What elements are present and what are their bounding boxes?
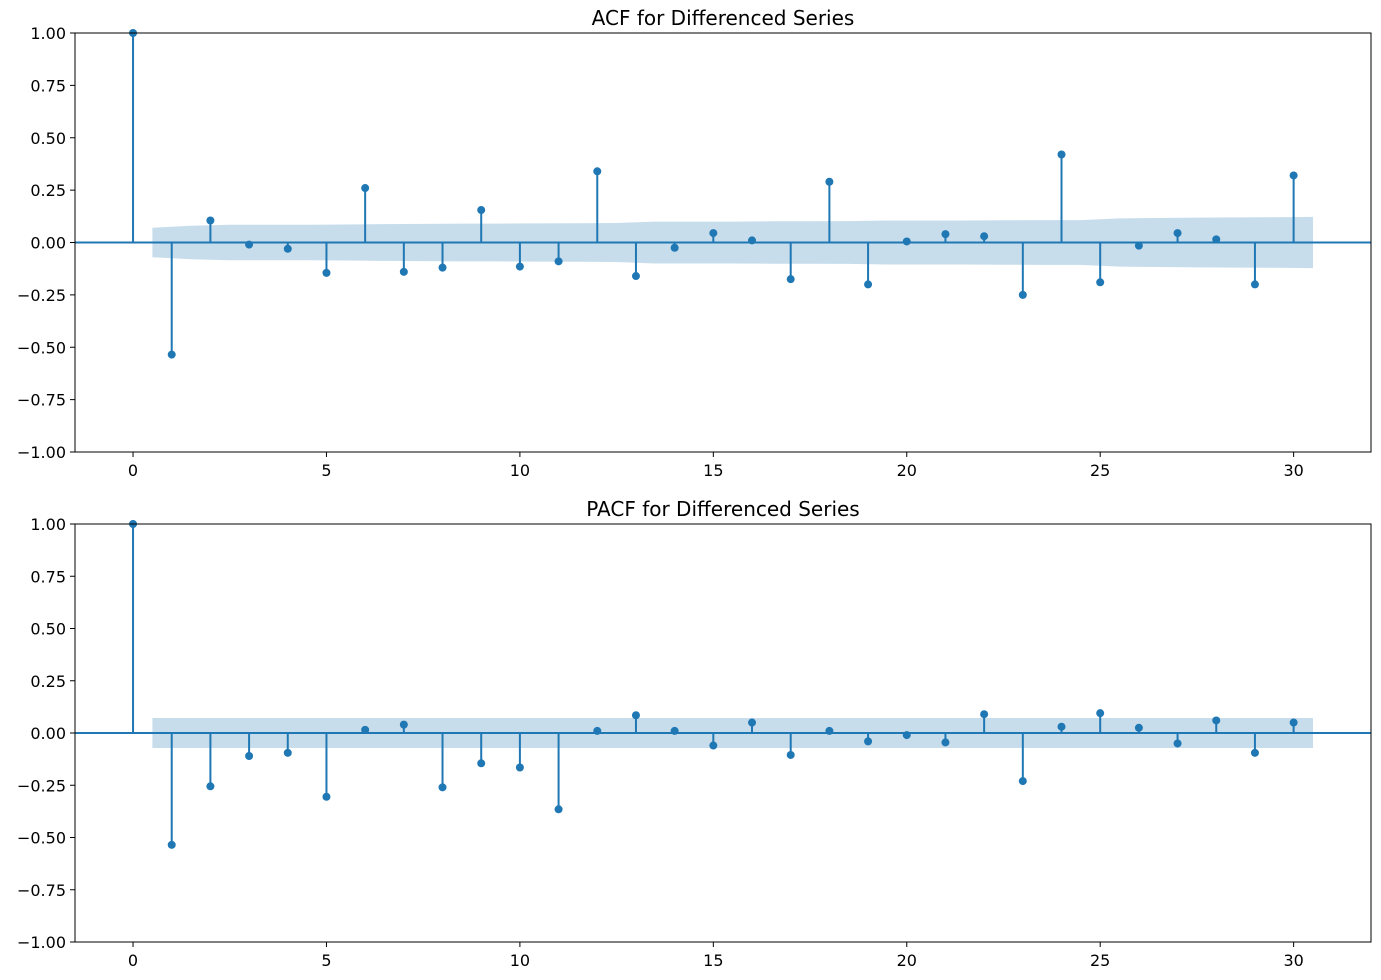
acf-marker-lag-21 [941,230,950,239]
acf-marker-lag-22 [980,232,989,241]
pacf-marker-lag-8 [438,783,447,792]
acf-marker-lag-5 [322,268,331,277]
acf-marker-lag-8 [438,263,447,272]
pacf-marker-lag-14 [670,726,679,735]
pacf-xtick-label: 10 [510,951,530,970]
pacf-marker-lag-21 [941,738,950,747]
pacf-xtick-label: 30 [1283,951,1303,970]
acf-ytick-label: 0.50 [30,129,66,148]
acf-xtick-label: 20 [897,461,917,480]
acf-marker-lag-3 [245,240,254,249]
acf-marker-lag-30 [1289,171,1298,180]
pacf-ytick-label: −0.75 [17,881,66,900]
pacf-marker-lag-12 [593,726,602,735]
acf-xtick-label: 15 [703,461,723,480]
pacf-marker-lag-13 [631,711,640,720]
acf-ytick-label: 0.00 [30,234,66,253]
pacf-xtick-label: 0 [128,951,138,970]
acf-chart-title: ACF for Differenced Series [592,6,855,30]
pacf-marker-lag-30 [1289,718,1298,727]
pacf-marker-lag-2 [206,782,215,791]
acf-chart: ACF for Differenced Series 0 5 10 15 20 25 30 1… [17,6,1372,480]
acf-marker-lag-25 [1096,278,1105,287]
pacf-ytick-label: 0.75 [30,567,66,586]
acf-marker-lag-15 [709,229,718,238]
pacf-marker-lag-22 [980,710,989,719]
pacf-marker-lag-19 [864,737,873,746]
pacf-xtick-label: 20 [897,951,917,970]
pacf-marker-lag-9 [477,759,486,768]
acf-marker-lag-7 [399,267,408,276]
acf-marker-lag-23 [1018,290,1027,299]
acf-ytick-label: −0.50 [17,338,66,357]
pacf-marker-lag-15 [709,741,718,750]
pacf-marker-lag-5 [322,792,331,801]
pacf-marker-lag-1 [167,840,176,849]
pacf-xtick-label: 15 [703,951,723,970]
acf-marker-lag-19 [864,280,873,289]
acf-marker-lag-20 [902,237,911,246]
pacf-chart-title: PACF for Differenced Series [586,497,859,521]
pacf-marker-lag-7 [399,720,408,729]
pacf-marker-lag-27 [1173,739,1182,748]
pacf-marker-lag-6 [361,725,370,734]
acf-marker-lag-10 [515,262,524,271]
acf-marker-lag-6 [361,184,370,193]
acf-marker-lag-27 [1173,229,1182,238]
acf-xtick-label: 5 [321,461,331,480]
acf-marker-lag-29 [1250,280,1259,289]
pacf-ytick-label: −0.25 [17,776,66,795]
pacf-ytick-label: −0.50 [17,829,66,848]
acf-ytick-label: 0.25 [30,181,66,200]
acf-ytick-label: −1.00 [17,443,66,462]
acf-marker-lag-28 [1212,235,1221,244]
acf-marker-lag-17 [786,275,795,284]
acf-marker-lag-4 [283,244,292,253]
acf-marker-lag-9 [477,206,486,215]
acf-marker-lag-11 [554,257,563,266]
pacf-marker-lag-28 [1212,716,1221,725]
pacf-xtick-label: 5 [321,951,331,970]
acf-marker-lag-24 [1057,150,1066,159]
acf-xtick-label: 0 [128,461,138,480]
pacf-marker-lag-16 [748,718,757,727]
pacf-ytick-label: −1.00 [17,933,66,952]
pacf-marker-lag-3 [245,751,254,760]
pacf-marker-lag-18 [825,726,834,735]
acf-marker-lag-12 [593,167,602,176]
pacf-marker-lag-11 [554,805,563,814]
pacf-marker-lag-10 [515,763,524,772]
acf-ytick-label: 1.00 [30,24,66,43]
pacf-marker-lag-23 [1018,777,1027,786]
acf-marker-lag-18 [825,177,834,186]
pacf-marker-lag-24 [1057,722,1066,731]
acf-marker-lag-16 [748,236,757,245]
pacf-xtick-label: 25 [1090,951,1110,970]
pacf-marker-lag-20 [902,731,911,740]
acf-xtick-label: 25 [1090,461,1110,480]
pacf-marker-lag-4 [283,748,292,757]
acf-marker-lag-2 [206,216,215,225]
acf-xtick-label: 10 [510,461,530,480]
acf-ytick-label: −0.75 [17,391,66,410]
pacf-ytick-label: 0.25 [30,672,66,691]
acf-marker-lag-14 [670,243,679,252]
pacf-chart: PACF for Differenced Series 0 5 10 15 20 25 30… [17,497,1372,970]
acf-xtick-label: 30 [1283,461,1303,480]
acf-marker-lag-13 [631,272,640,281]
pacf-ytick-label: 0.50 [30,620,66,639]
pacf-ytick-label: 0.00 [30,724,66,743]
pacf-ytick-label: 1.00 [30,515,66,534]
acf-ytick-label: 0.75 [30,76,66,95]
pacf-marker-lag-26 [1134,723,1143,732]
pacf-marker-lag-25 [1096,709,1105,718]
acf-marker-lag-1 [167,350,176,359]
acf-ytick-label: −0.25 [17,286,66,305]
acf-marker-lag-26 [1134,241,1143,250]
pacf-marker-lag-29 [1250,748,1259,757]
pacf-marker-lag-17 [786,750,795,759]
